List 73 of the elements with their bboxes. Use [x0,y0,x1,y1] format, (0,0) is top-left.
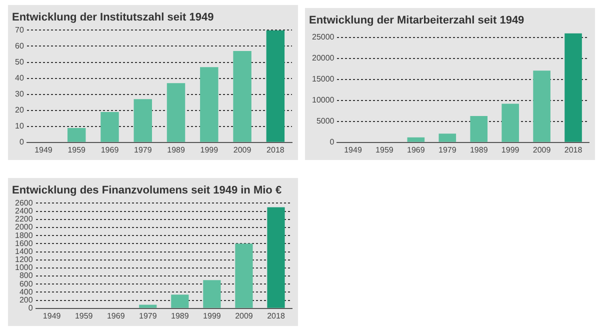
x-tick-label: 2018 [564,145,583,154]
x-tick-label: 1959 [376,145,394,154]
y-tick-label: 40 [14,73,24,82]
y-tick-label: 30 [14,90,24,99]
bar [171,294,189,308]
x-tick-label: 1959 [74,311,94,320]
x-tick-label: 1969 [407,145,426,154]
bar [470,116,488,142]
x-tick-label: 2009 [532,145,552,154]
x-tick-label: 2018 [266,145,285,154]
x-tick-label: 2009 [233,145,252,154]
y-tick-label: 2000 [15,222,34,232]
bar [67,128,86,142]
x-tick-label: 1969 [100,145,120,154]
bar [100,112,119,142]
x-tick-label: 1969 [106,311,126,320]
y-tick-label: 2200 [15,214,34,224]
y-tick-label: 20000 [312,54,335,63]
chart-title: Entwicklung der Mitarbeiterzahl seit 1949 [309,14,524,27]
y-tick-label: 10 [14,122,24,131]
y-tick-label: 0 [28,304,34,313]
x-tick-label: 1999 [203,311,222,320]
x-tick-label: 1979 [438,145,457,154]
x-tick-label: 1949 [344,145,362,154]
x-tick-label: 2018 [267,311,286,320]
bar [407,137,425,142]
x-tick-label: 1999 [200,145,219,154]
y-tick-label: 2600 [15,198,34,208]
y-tick-label: 1200 [15,255,34,264]
y-tick-label: 2400 [15,206,34,216]
y-tick-label: 1400 [15,246,34,256]
y-tick-label: 1600 [15,238,34,248]
bar [134,99,152,142]
x-tick-label: 1989 [167,145,186,154]
y-tick-label: 400 [19,287,34,296]
y-tick-label: 0 [330,138,335,147]
bar [139,304,157,308]
y-tick-label: 60 [14,41,24,50]
x-tick-label: 1989 [171,311,190,320]
bar [200,67,218,142]
bar [564,33,582,142]
bar [533,70,550,142]
y-tick-label: 800 [19,271,34,280]
y-tick-label: 50 [14,57,24,66]
y-tick-label: 15000 [312,74,335,84]
bar [233,51,252,142]
x-tick-label: 1949 [34,145,53,154]
x-tick-label: 1989 [470,145,488,154]
y-tick-label: 70 [14,25,24,34]
x-tick-label: 1999 [501,145,520,154]
bar [266,30,285,142]
chart-title: Entwicklung des Finanzvolumens seit 1949 in Mio € [12,184,282,197]
y-tick-label: 1000 [15,263,34,272]
chart-title: Entwicklung der Institutszahl seit 1949 [12,12,214,24]
y-tick-label: 25000 [312,32,335,42]
bar [235,244,253,308]
bar [166,83,186,142]
bar [438,134,456,142]
x-tick-label: 1949 [42,311,62,320]
bar [203,280,221,308]
bar [267,207,285,308]
x-tick-label: 1979 [138,311,158,320]
x-tick-label: 1979 [134,145,152,154]
x-tick-label: 1959 [68,145,86,154]
y-tick-label: 600 [19,279,34,288]
y-tick-label: 5000 [316,116,335,126]
y-tick-label: 200 [19,296,34,305]
x-tick-label: 2009 [235,311,254,320]
y-tick-label: 0 [19,138,24,147]
bar [502,104,519,142]
y-tick-label: 20 [14,106,24,115]
y-tick-label: 10000 [312,96,335,105]
y-tick-label: 1800 [15,230,34,240]
